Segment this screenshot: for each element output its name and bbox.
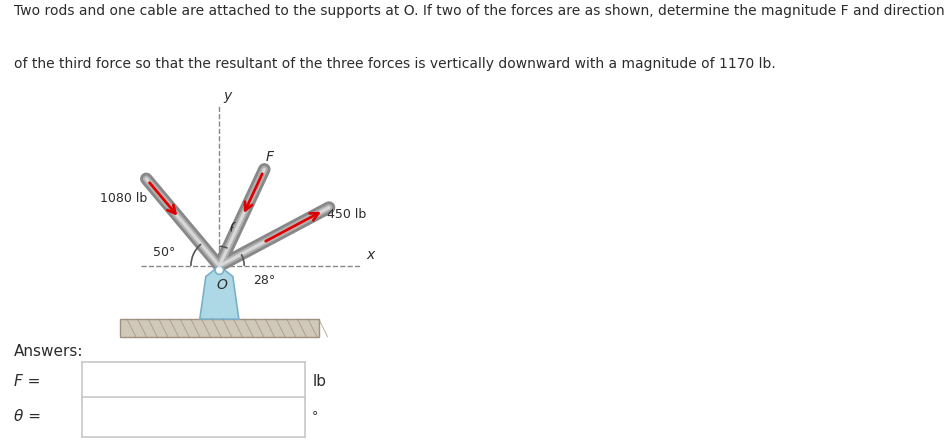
Text: °: ° [312, 410, 319, 423]
Text: θ: θ [229, 221, 237, 235]
Polygon shape [200, 266, 238, 319]
Text: x: x [367, 248, 375, 262]
Text: of the third force so that the resultant of the three forces is vertically downw: of the third force so that the resultant… [14, 57, 776, 71]
Text: 1080 lb: 1080 lb [100, 192, 147, 205]
Text: y: y [223, 89, 232, 102]
Text: 28°: 28° [254, 274, 275, 287]
Text: i: i [68, 374, 74, 389]
Polygon shape [120, 319, 319, 337]
Text: θ =: θ = [14, 409, 42, 424]
Text: lb: lb [312, 374, 326, 389]
Text: F: F [266, 150, 273, 164]
Text: Answers:: Answers: [14, 344, 83, 359]
Text: i: i [68, 409, 74, 424]
Text: 50°: 50° [152, 247, 175, 259]
Circle shape [215, 266, 223, 274]
Text: O: O [217, 278, 228, 292]
Text: Two rods and one cable are attached to the supports at O. If two of the forces a: Two rods and one cable are attached to t… [14, 4, 946, 19]
Text: F =: F = [14, 374, 41, 389]
Text: 450 lb: 450 lb [327, 208, 366, 221]
